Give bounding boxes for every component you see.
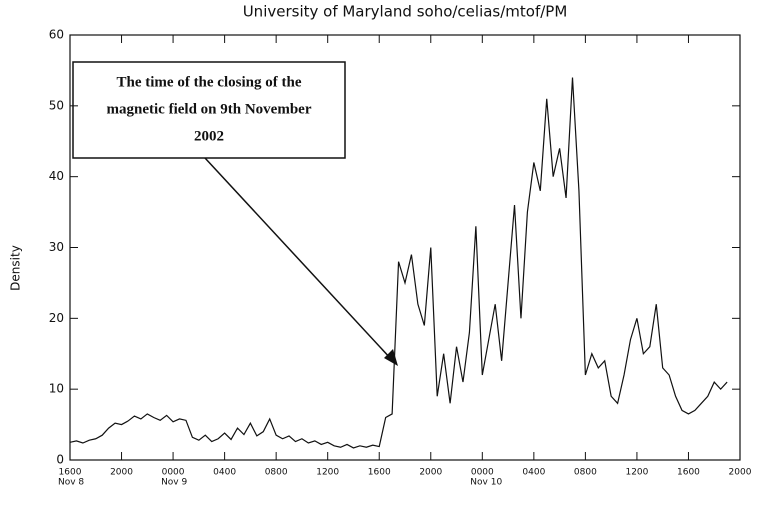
x-tick-label: 2000 [729, 468, 752, 478]
y-tick-label: 0 [56, 453, 64, 467]
x-tick-label: 0000 [162, 468, 185, 478]
x-tick-label: 2000 [110, 468, 133, 478]
x-tick-label: 0400 [213, 468, 236, 478]
annotation-text: 2002 [194, 128, 224, 144]
date-label: Nov 10 [470, 478, 502, 488]
x-tick-label: 0800 [265, 468, 288, 478]
y-tick-label: 40 [49, 169, 64, 183]
annotation-text: The time of the closing of the [117, 74, 302, 90]
x-tick-label: 0000 [471, 468, 494, 478]
x-tick-label: 1200 [625, 468, 648, 478]
chart-title: University of Maryland soho/celias/mtof/… [243, 3, 568, 21]
date-label: Nov 9 [161, 478, 187, 488]
x-tick-label: 1600 [368, 468, 391, 478]
annotation: The time of the closing of the magnetic … [72, 61, 398, 366]
x-tick-label: 0400 [522, 468, 545, 478]
date-label: Nov 8 [58, 478, 84, 488]
y-tick-label: 50 [49, 98, 64, 112]
annotation-arrow [204, 157, 393, 361]
y-tick-label: 30 [49, 240, 64, 254]
y-axis-label: Density [9, 245, 23, 291]
x-tick-label: 1200 [316, 468, 339, 478]
annotation-text: magnetic field on 9th November [107, 101, 312, 117]
x-tick-label: 0800 [574, 468, 597, 478]
data-line [69, 77, 728, 449]
y-tick-label: 20 [49, 311, 64, 325]
arrow-head [384, 349, 398, 366]
x-tick-label: 2000 [419, 468, 442, 478]
x-tick-label: 1600 [677, 468, 700, 478]
y-tick-label: 60 [49, 28, 64, 42]
annotation-box [72, 61, 346, 159]
x-tick-label: 1600 [59, 468, 82, 478]
y-tick-label: 10 [49, 382, 64, 396]
